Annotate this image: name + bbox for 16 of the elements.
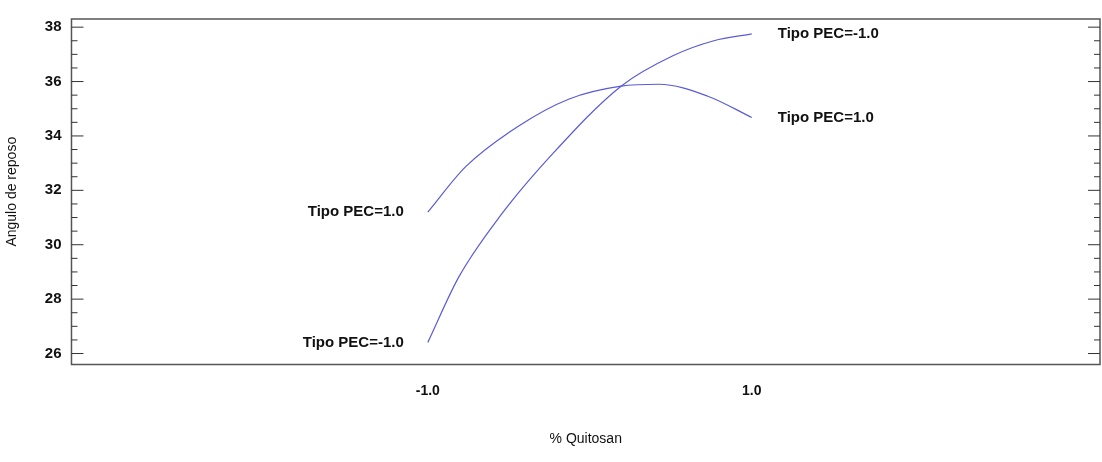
text: Tipo PEC=1.0 xyxy=(777,107,874,125)
series-label: Tipo PEC=-1.0 xyxy=(302,332,404,350)
y-tick-label: 26 xyxy=(44,343,62,361)
y-tick-label: 34 xyxy=(44,126,63,144)
y-tick-label: 32 xyxy=(44,180,62,198)
text: Tipo PEC=-1.0 xyxy=(777,24,879,42)
x-axis-title: % Quitosan xyxy=(549,430,622,447)
y-tick-label: 38 xyxy=(44,17,62,35)
y-axis-title: Angulo de reposo xyxy=(3,136,20,247)
x-tick-label: 1.0 xyxy=(742,381,762,398)
y-tick-label: 30 xyxy=(44,234,62,252)
y-tick-label: 28 xyxy=(44,289,62,307)
x-tick-label: -1.0 xyxy=(415,381,441,398)
y-tick-label: 36 xyxy=(44,71,62,89)
line-series xyxy=(427,33,753,343)
series-label: Tipo PEC=1.0 xyxy=(307,202,404,220)
